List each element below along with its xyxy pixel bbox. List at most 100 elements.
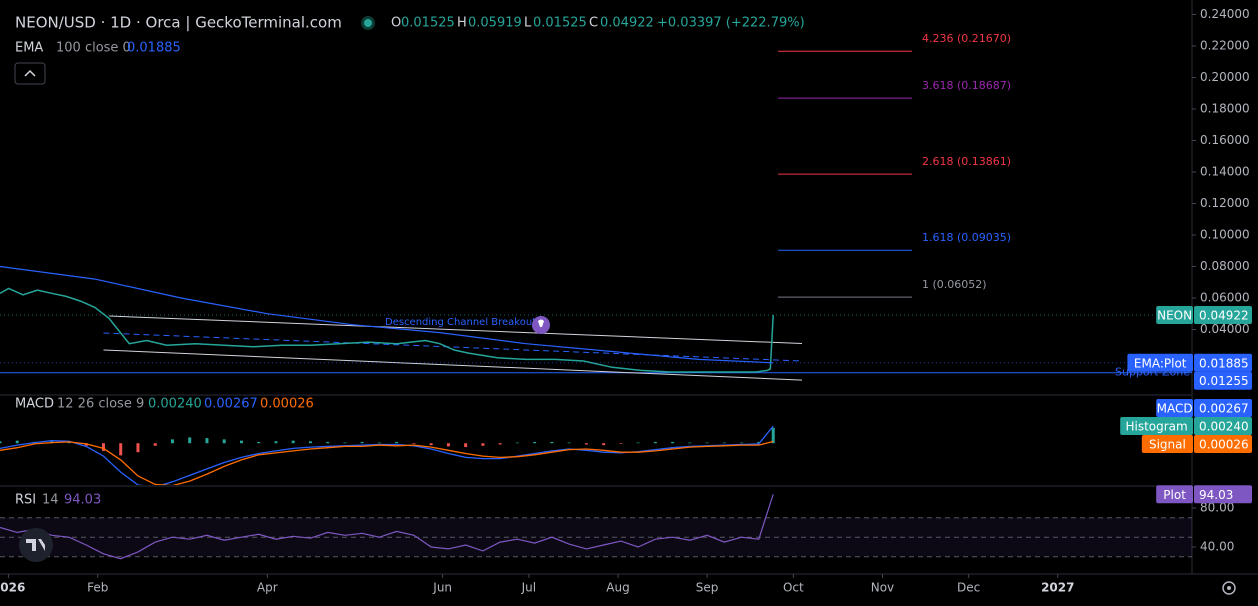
x-tick-label: Sep: [696, 581, 719, 595]
channel-line: [109, 315, 803, 344]
macd-value: 0.00267: [204, 397, 258, 412]
ohlc-label: C: [589, 16, 598, 31]
histogram-bar: [308, 441, 312, 444]
rsi-line: [0, 494, 774, 560]
ohlc-value: 0.01525: [401, 16, 455, 31]
histogram-bar: [671, 441, 675, 444]
histogram-bar: [722, 442, 726, 444]
x-tick-label: Nov: [871, 581, 894, 595]
x-tick-label: Oct: [783, 581, 804, 595]
gear-center[interactable]: [1227, 586, 1231, 590]
chevron-up[interactable]: [24, 69, 36, 77]
histogram-bar: [481, 443, 485, 446]
ohlc-label: H: [457, 16, 467, 31]
axis-tag-bg: [1194, 399, 1252, 417]
histogram-bar: [619, 443, 623, 444]
logo-mark[interactable]: [26, 539, 45, 551]
histogram-bar: [136, 443, 140, 453]
y-tick-label: 0.14000: [1200, 164, 1250, 178]
y-tick-label: 0.04000: [1200, 322, 1250, 336]
settings-button[interactable]: [1222, 581, 1236, 595]
axis-tag-value: 0.01255: [1199, 374, 1249, 388]
macd-line: [0, 425, 774, 485]
axis-tag-bg: [1194, 371, 1252, 390]
x-tick-label: Jun: [432, 581, 452, 595]
axis-tag-name: EMA:Plot: [1134, 356, 1187, 370]
y-tick-label: 0.18000: [1200, 101, 1250, 115]
x-tick-label: Apr: [257, 581, 278, 595]
y-tick-label: 0.24000: [1200, 7, 1250, 21]
brand-logo[interactable]: [19, 528, 53, 562]
histogram-bar: [326, 441, 330, 444]
ohlc-label: O: [391, 16, 401, 31]
histogram-bar: [222, 439, 226, 444]
axes: 0.04000 0.06000 0.08000 0.10000 0.12000 0.140…: [0, 7, 1252, 595]
axis-tag-name: Plot: [1163, 488, 1186, 502]
ohlc-value: 0.05919: [468, 16, 522, 31]
x-tick-label: Dec: [957, 581, 980, 595]
histogram-bar: [740, 442, 744, 444]
ema-line: [0, 265, 774, 364]
histogram-bar: [188, 437, 192, 444]
indicator-name: EMA: [15, 41, 43, 56]
histogram-bar: [464, 443, 468, 448]
histogram-bar: [636, 442, 640, 444]
indicator-params: 100 close 0: [56, 41, 131, 56]
axis-tag-name-bg: [1120, 417, 1193, 435]
histogram-bar: [515, 442, 519, 444]
button-frame[interactable]: [14, 62, 46, 85]
histogram-bar: [498, 443, 502, 445]
fib-label: 1.618 (0.09035): [922, 231, 1011, 244]
y-tick-label: 0.06000: [1200, 290, 1250, 304]
axis-tag-name-bg: [1156, 485, 1193, 504]
rsi-params: 14: [42, 493, 59, 508]
axis-tag-value: 0.00240: [1199, 420, 1249, 434]
channel-annotation: Descending Channel Breakout: [385, 316, 550, 334]
annotation-glyph: [538, 319, 544, 327]
rsi-value: 94.03: [64, 493, 101, 508]
y-tick-label: 0.10000: [1200, 227, 1250, 241]
histogram-bar: [170, 439, 174, 444]
histogram-bar: [119, 443, 123, 456]
y-tick-label: 0.12000: [1200, 196, 1250, 210]
histogram-bar: [343, 442, 347, 444]
axis-tag-value: 94.03: [1199, 488, 1233, 502]
histogram-bar: [101, 443, 105, 451]
axis-tag-bg: [1194, 353, 1252, 372]
axis-tag-bg: [1194, 417, 1252, 435]
price-line: [0, 287, 774, 373]
channel-label: Descending Channel Breakout: [385, 317, 536, 328]
x-tick-label: 2027: [1041, 581, 1074, 595]
histogram-bar: [15, 440, 19, 444]
y-tick-label: 0.16000: [1200, 133, 1250, 147]
channel-line: [103, 332, 803, 362]
axis-tag-name: NEON: [1157, 308, 1192, 322]
collapse-button[interactable]: [14, 62, 46, 85]
axis-tag-value: 0.00026: [1199, 438, 1249, 452]
histogram-bar: [705, 442, 709, 444]
channel-line: [103, 349, 803, 381]
macd-title: MACD: [15, 397, 54, 412]
axis-tag-name-bg: [1156, 399, 1193, 417]
y-tick-label: 0.08000: [1200, 259, 1250, 273]
x-tick-label: Feb: [87, 581, 108, 595]
rsi-title: RSI: [15, 493, 36, 508]
histogram-bar: [533, 441, 537, 444]
histogram-bar: [412, 443, 416, 444]
y-tick-label: 40.00: [1200, 539, 1234, 553]
histogram-bar: [567, 442, 571, 444]
status-dot: [364, 19, 372, 27]
fib-label: 4.236 (0.21670): [922, 32, 1011, 45]
signal-line: [0, 440, 774, 485]
histogram-bar: [550, 441, 554, 444]
fib-label: 2.618 (0.13861): [922, 155, 1011, 168]
histogram-bar: [257, 441, 261, 444]
axis-tag-name: Histogram: [1125, 420, 1187, 434]
gear[interactable]: [1222, 581, 1236, 595]
histogram-bar: [274, 441, 278, 444]
axis-tag-name-bg: [1156, 305, 1193, 324]
ohlc-value: 0.01525: [533, 16, 587, 31]
axis-tag-bg: [1194, 485, 1252, 504]
